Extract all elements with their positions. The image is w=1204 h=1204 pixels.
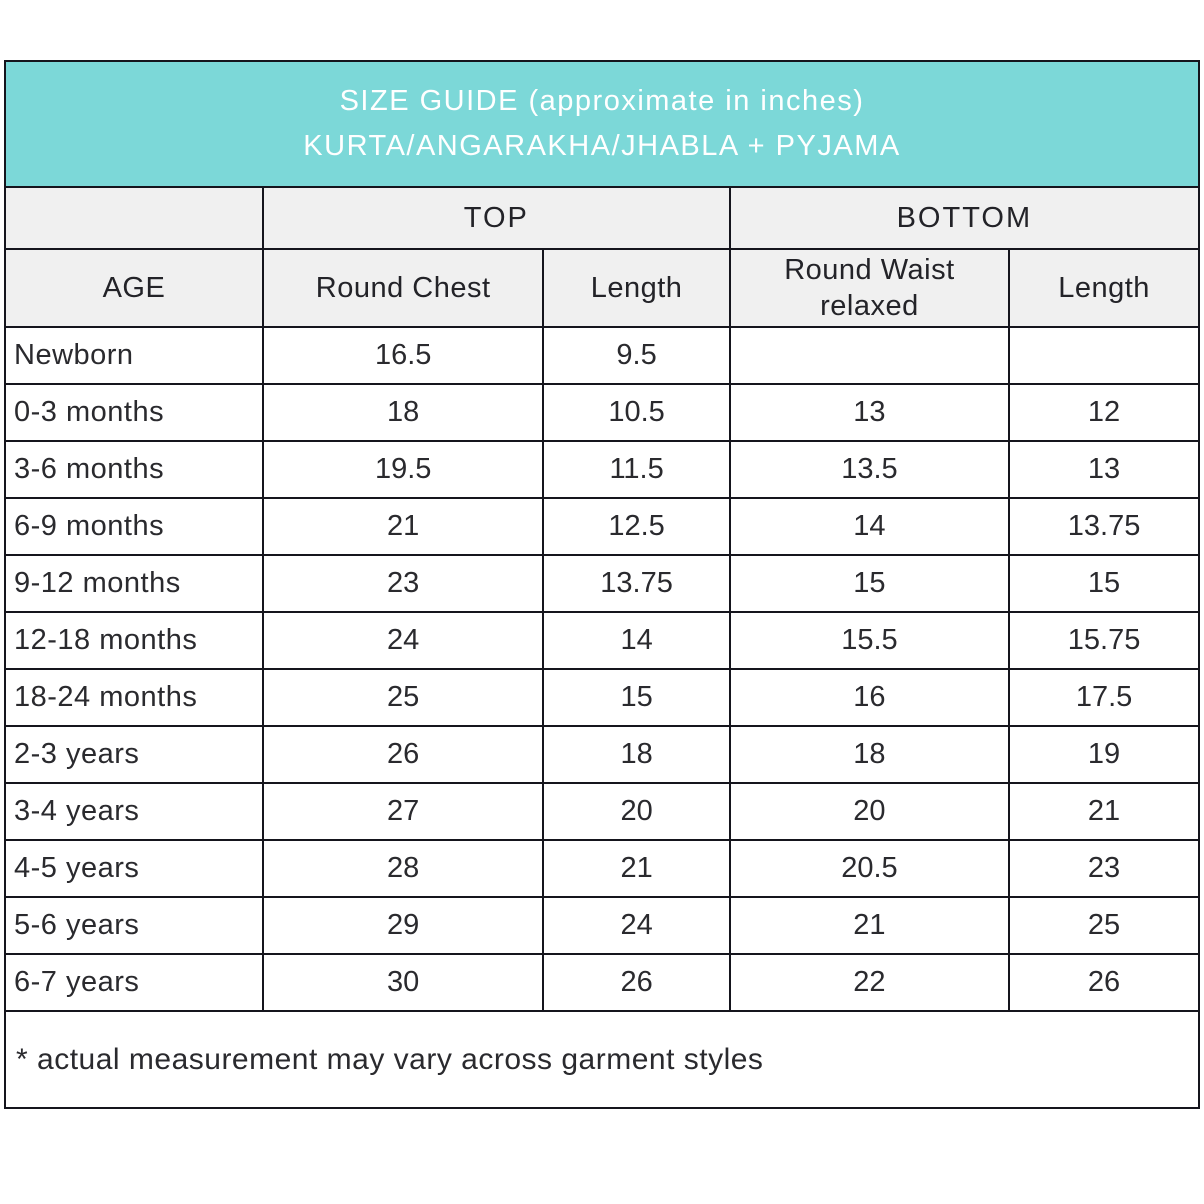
size-guide-table: SIZE GUIDE (approximate in inches) KURTA… xyxy=(4,60,1201,1109)
round-waist-cell: 15 xyxy=(728,554,1011,613)
bottom-length-cell: 15 xyxy=(1008,554,1200,613)
age-cell: 2-3 years xyxy=(4,725,264,784)
column-header-bottom-length: Length xyxy=(1008,248,1200,328)
age-cell: 6-9 months xyxy=(4,497,264,556)
table-row: 9-12 months 23 13.75 15 15 xyxy=(4,554,1200,613)
table-row: 18-24 months 25 15 16 17.5 xyxy=(4,668,1200,727)
age-cell: Newborn xyxy=(4,326,264,385)
bottom-length-cell: 13.75 xyxy=(1008,497,1200,556)
bottom-length-cell: 13 xyxy=(1008,440,1200,499)
round-chest-cell: 30 xyxy=(261,953,545,1012)
round-chest-cell: 26 xyxy=(261,725,545,784)
round-waist-cell: 18 xyxy=(728,725,1011,784)
age-cell: 6-7 years xyxy=(4,953,264,1012)
banner: SIZE GUIDE (approximate in inches) KURTA… xyxy=(4,60,1200,188)
round-chest-cell: 29 xyxy=(261,896,545,955)
banner-row: SIZE GUIDE (approximate in inches) KURTA… xyxy=(4,60,1200,188)
bottom-length-cell: 23 xyxy=(1008,839,1200,898)
top-length-cell: 10.5 xyxy=(542,383,731,442)
round-waist-cell: 21 xyxy=(728,896,1011,955)
top-length-cell: 26 xyxy=(542,953,731,1012)
age-cell: 9-12 months xyxy=(4,554,264,613)
column-header-top-length: Length xyxy=(542,248,731,328)
age-cell: 5-6 years xyxy=(4,896,264,955)
bottom-length-cell: 25 xyxy=(1008,896,1200,955)
table-row: 3-4 years 27 20 20 21 xyxy=(4,782,1200,841)
size-chart: SIZE GUIDE (approximate in inches) KURTA… xyxy=(4,60,1201,1109)
column-header-round-chest: Round Chest xyxy=(261,248,545,328)
table-body: Newborn 16.5 9.5 0-3 months 18 10.5 13 12 3-6 mo… xyxy=(4,326,1200,1012)
bottom-length-cell: 17.5 xyxy=(1008,668,1200,727)
round-waist-cell: 13.5 xyxy=(728,440,1011,499)
group-header-bottom: BOTTOM xyxy=(728,186,1201,250)
column-header-row: AGE Round Chest Length Round Waist relax… xyxy=(4,248,1200,328)
round-chest-cell: 25 xyxy=(261,668,545,727)
footnote: * actual measurement may vary across gar… xyxy=(4,1010,1200,1109)
age-cell: 3-4 years xyxy=(4,782,264,841)
bottom-length-cell: 12 xyxy=(1008,383,1200,442)
top-length-cell: 14 xyxy=(542,611,731,670)
table-row: 4-5 years 28 21 20.5 23 xyxy=(4,839,1200,898)
top-length-cell: 18 xyxy=(542,725,731,784)
round-chest-cell: 27 xyxy=(261,782,545,841)
top-length-cell: 11.5 xyxy=(542,440,731,499)
footnote-row: * actual measurement may vary across gar… xyxy=(4,1010,1200,1109)
round-chest-cell: 28 xyxy=(261,839,545,898)
table-row: Newborn 16.5 9.5 xyxy=(4,326,1200,385)
round-waist-cell: 13 xyxy=(728,383,1011,442)
group-header-blank xyxy=(4,186,264,250)
group-header-row: TOP BOTTOM xyxy=(4,186,1201,250)
table-row: 6-9 months 21 12.5 14 13.75 xyxy=(4,497,1200,556)
round-chest-cell: 16.5 xyxy=(261,326,545,385)
table-row: 0-3 months 18 10.5 13 12 xyxy=(4,383,1200,442)
round-chest-cell: 21 xyxy=(261,497,545,556)
banner-title-line2: KURTA/ANGARAKHA/JHABLA + PYJAMA xyxy=(303,130,901,162)
table-row: 3-6 months 19.5 11.5 13.5 13 xyxy=(4,440,1200,499)
table-row: 12-18 months 24 14 15.5 15.75 xyxy=(4,611,1200,670)
top-length-cell: 9.5 xyxy=(542,326,731,385)
round-chest-cell: 23 xyxy=(261,554,545,613)
top-length-cell: 12.5 xyxy=(542,497,731,556)
bottom-length-cell: 21 xyxy=(1008,782,1200,841)
group-header-top: TOP xyxy=(261,186,731,250)
top-length-cell: 24 xyxy=(542,896,731,955)
round-waist-cell: 15.5 xyxy=(728,611,1011,670)
top-length-cell: 20 xyxy=(542,782,731,841)
banner-title-line1: SIZE GUIDE (approximate in inches) xyxy=(339,85,865,118)
round-chest-cell: 24 xyxy=(261,611,545,670)
table-row: 6-7 years 30 26 22 26 xyxy=(4,953,1200,1012)
top-length-cell: 15 xyxy=(542,668,731,727)
round-chest-cell: 19.5 xyxy=(261,440,545,499)
column-header-age: AGE xyxy=(4,248,264,328)
top-length-cell: 13.75 xyxy=(542,554,731,613)
round-waist-cell: 22 xyxy=(728,953,1011,1012)
bottom-length-cell xyxy=(1008,326,1200,385)
round-chest-cell: 18 xyxy=(261,383,545,442)
age-cell: 18-24 months xyxy=(4,668,264,727)
column-header-round-waist: Round Waist relaxed xyxy=(728,248,1011,328)
round-waist-cell xyxy=(728,326,1011,385)
bottom-length-cell: 19 xyxy=(1008,725,1200,784)
table-row: 2-3 years 26 18 18 19 xyxy=(4,725,1200,784)
bottom-length-cell: 26 xyxy=(1008,953,1200,1012)
top-length-cell: 21 xyxy=(542,839,731,898)
round-waist-cell: 20.5 xyxy=(728,839,1011,898)
age-cell: 4-5 years xyxy=(4,839,264,898)
round-waist-cell: 20 xyxy=(728,782,1011,841)
age-cell: 3-6 months xyxy=(4,440,264,499)
age-cell: 0-3 months xyxy=(4,383,264,442)
bottom-length-cell: 15.75 xyxy=(1008,611,1200,670)
table-row: 5-6 years 29 24 21 25 xyxy=(4,896,1200,955)
round-waist-cell: 16 xyxy=(728,668,1011,727)
round-waist-cell: 14 xyxy=(728,497,1011,556)
age-cell: 12-18 months xyxy=(4,611,264,670)
